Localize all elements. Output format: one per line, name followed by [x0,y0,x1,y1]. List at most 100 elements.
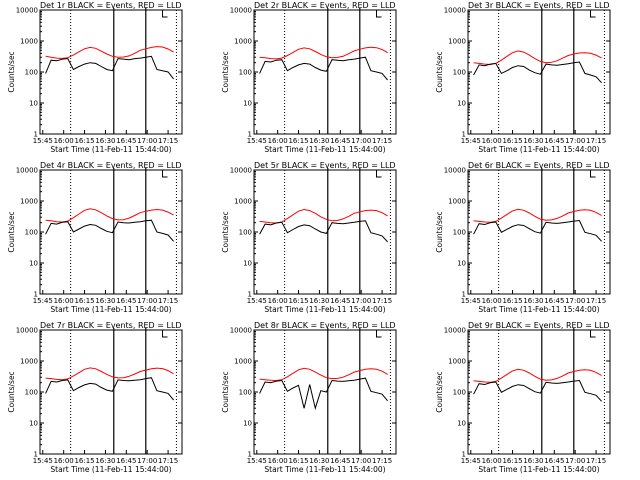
y-tick-label: 10 [457,100,466,108]
x-tick-label: 16:00 [54,457,74,465]
x-tick-label: 17:15 [158,137,178,145]
x-tick-label: 17:15 [372,457,392,465]
x-tick-label: 16:45 [544,297,564,305]
y-axis-label: Counts/sec [221,211,230,252]
x-tick-label: 16:15 [74,297,94,305]
x-tick-label: 16:45 [330,457,350,465]
x-tick-label: 17:00 [137,457,157,465]
lld-series-line [473,368,602,383]
panel-title: Det 2r BLACK = Events, RED = LLD [254,1,396,10]
x-tick-label: 16:00 [482,457,502,465]
events-series-line [45,219,174,242]
lld-series-line [259,367,388,382]
y-tick-label: 10 [243,260,252,268]
panel-title: Det 9r BLACK = Events, RED = LLD [468,321,610,330]
panel-title: Det 3r BLACK = Events, RED = LLD [468,1,610,10]
y-tick-label: 100 [25,389,38,397]
events-series-line [473,219,602,242]
x-tick-label: 15:45 [247,137,267,145]
y-tick-label: 1000 [448,358,466,366]
x-tick-label: 17:15 [372,137,392,145]
events-series-line [473,61,602,84]
x-axis-label: Start Time (11-Feb-11 15:44:00) [50,465,171,474]
y-tick-label: 100 [25,229,38,237]
x-tick-label: 17:00 [137,137,157,145]
x-tick-label: 15:45 [247,297,267,305]
x-axis-label: Start Time (11-Feb-11 15:44:00) [264,145,385,154]
x-tick-label: 17:00 [351,457,371,465]
x-axis-label: Start Time (11-Feb-11 15:44:00) [478,305,599,314]
x-tick-label: 16:00 [54,137,74,145]
x-tick-label: 15:45 [461,297,481,305]
y-tick-label: 1000 [20,358,38,366]
x-tick-label: 15:45 [33,137,53,145]
x-tick-label: 17:00 [137,297,157,305]
y-tick-label: 1000 [20,38,38,46]
x-tick-label: 16:00 [268,297,288,305]
x-tick-label: 17:15 [372,297,392,305]
y-tick-label: 10 [29,260,38,268]
y-tick-label: 10000 [230,327,252,335]
x-tick-label: 15:45 [461,457,481,465]
x-tick-label: 16:45 [330,137,350,145]
x-axis-label: Start Time (11-Feb-11 15:44:00) [50,145,171,154]
x-tick-label: 16:45 [116,297,136,305]
top-bracket [590,330,596,338]
x-tick-label: 15:45 [33,297,53,305]
y-tick-label: 10000 [16,327,38,335]
top-bracket [162,170,168,178]
panel-title: Det 8r BLACK = Events, RED = LLD [254,321,396,330]
lld-series-line [45,46,174,59]
y-axis-label: Counts/sec [435,51,444,92]
x-tick-label: 16:15 [74,137,94,145]
top-bracket [376,10,382,18]
events-series-line [45,377,174,401]
x-tick-label: 17:15 [586,137,606,145]
x-axis-label: Start Time (11-Feb-11 15:44:00) [478,465,599,474]
lld-series-line [45,367,174,381]
plot-frame [39,9,183,135]
y-tick-label: 10000 [16,7,38,15]
top-bracket [590,10,596,18]
x-tick-label: 16:15 [288,297,308,305]
x-tick-label: 16:30 [309,137,329,145]
x-axis-label: Start Time (11-Feb-11 15:44:00) [50,305,171,314]
y-axis-label: Counts/sec [7,51,16,92]
y-axis-label: Counts/sec [221,371,230,412]
x-tick-label: 16:45 [116,457,136,465]
x-axis-label: Start Time (11-Feb-11 15:44:00) [264,305,385,314]
x-axis-label: Start Time (11-Feb-11 15:44:00) [264,465,385,474]
y-tick-label: 10000 [230,167,252,175]
x-tick-label: 16:00 [482,297,502,305]
x-tick-label: 15:45 [33,457,53,465]
lld-series-line [45,208,174,223]
y-tick-label: 1 [462,291,466,299]
x-tick-label: 16:45 [544,137,564,145]
y-tick-label: 1 [248,291,252,299]
y-tick-label: 100 [239,69,252,77]
y-tick-label: 1000 [234,358,252,366]
y-tick-label: 100 [239,389,252,397]
panel-title: Det 1r BLACK = Events, RED = LLD [40,1,182,10]
events-series-line [45,55,174,80]
plot-frame [467,169,611,295]
x-tick-label: 16:00 [268,457,288,465]
lld-series-line [259,208,388,224]
top-bracket [590,170,596,178]
y-tick-label: 10 [457,420,466,428]
x-tick-label: 16:15 [288,137,308,145]
x-tick-label: 16:30 [309,457,329,465]
x-tick-label: 17:00 [351,297,371,305]
x-tick-label: 16:00 [268,137,288,145]
x-tick-label: 17:15 [158,457,178,465]
x-tick-label: 16:30 [95,457,115,465]
panel-title: Det 6r BLACK = Events, RED = LLD [468,161,610,170]
y-axis-label: Counts/sec [435,211,444,252]
y-tick-label: 10 [243,100,252,108]
y-tick-label: 10 [243,420,252,428]
y-axis-label: Counts/sec [435,371,444,412]
plot-frame [467,9,611,135]
lld-series-line [473,50,602,66]
lld-series-line [473,208,602,223]
